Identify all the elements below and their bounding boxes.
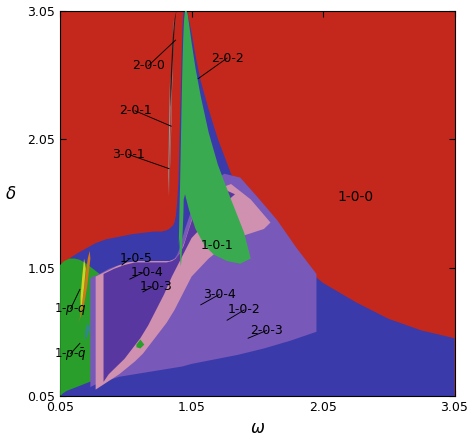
Text: 2-0-3: 2-0-3 bbox=[250, 324, 283, 337]
X-axis label: ω: ω bbox=[250, 420, 264, 437]
Polygon shape bbox=[169, 19, 174, 197]
Polygon shape bbox=[168, 75, 171, 197]
Polygon shape bbox=[60, 259, 191, 396]
Text: 1-0-4: 1-0-4 bbox=[130, 266, 163, 279]
Text: 2-0-2: 2-0-2 bbox=[211, 51, 244, 65]
Text: $1$-$p$-$\bar{q}$: $1$-$p$-$\bar{q}$ bbox=[55, 347, 87, 363]
Polygon shape bbox=[81, 259, 86, 312]
Text: 1-0-3: 1-0-3 bbox=[140, 280, 173, 293]
Text: 1-0-5: 1-0-5 bbox=[120, 252, 153, 265]
Text: 3-0-1: 3-0-1 bbox=[112, 148, 145, 161]
Polygon shape bbox=[179, 11, 251, 266]
Polygon shape bbox=[137, 339, 144, 349]
Y-axis label: δ: δ bbox=[6, 185, 16, 203]
Polygon shape bbox=[60, 11, 455, 396]
Text: 2-0-1: 2-0-1 bbox=[118, 104, 152, 117]
Text: $1$-$p$-$q$: $1$-$p$-$q$ bbox=[55, 301, 87, 317]
Polygon shape bbox=[170, 11, 178, 107]
Text: 1-0-0: 1-0-0 bbox=[338, 190, 374, 204]
Text: 1-0-1: 1-0-1 bbox=[200, 239, 233, 252]
Polygon shape bbox=[96, 184, 271, 389]
Polygon shape bbox=[103, 187, 235, 382]
Polygon shape bbox=[85, 323, 91, 341]
Text: 3-0-4: 3-0-4 bbox=[203, 288, 236, 301]
Text: 1-0-2: 1-0-2 bbox=[228, 303, 261, 316]
Text: 2-0-0: 2-0-0 bbox=[132, 59, 164, 72]
Polygon shape bbox=[91, 174, 317, 387]
Polygon shape bbox=[79, 251, 91, 323]
